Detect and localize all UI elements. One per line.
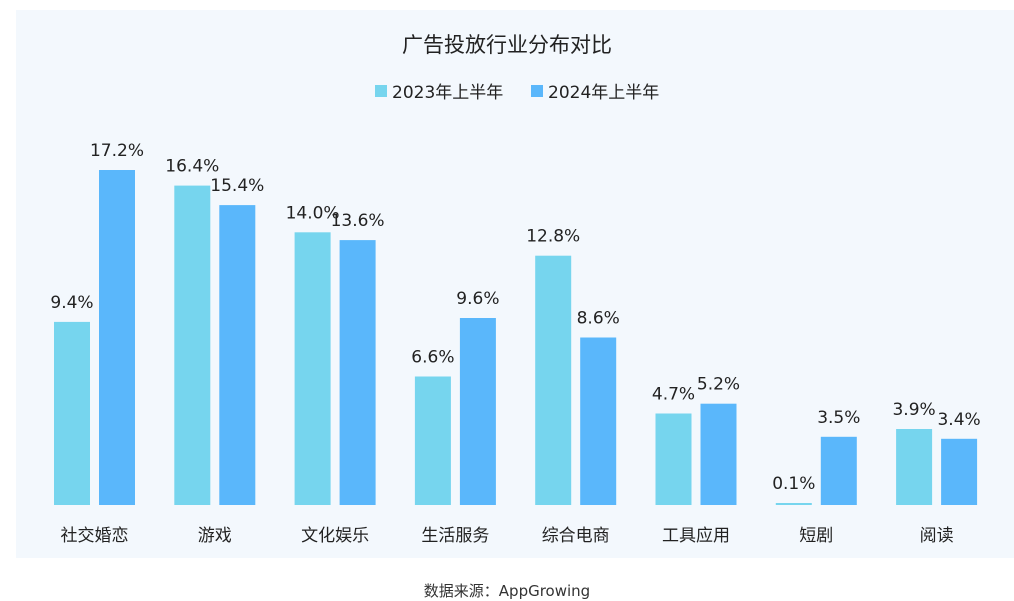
legend-swatch-2024 [531,85,543,97]
value-label-2023-2: 14.0% [286,203,340,223]
bar-2023-7 [896,429,933,505]
value-label-2023-4: 12.8% [526,227,580,247]
value-label-2024-1: 15.4% [210,176,264,196]
bar-2023-1 [174,185,211,505]
bar-2024-4 [580,337,617,505]
bar-2023-0 [54,321,90,505]
value-label-2024-7: 3.4% [937,410,980,430]
category-label-1: 游戏 [198,526,232,546]
bar-2024-6 [820,436,857,505]
category-label-7: 阅读 [920,526,954,546]
value-label-2023-1: 16.4% [165,157,219,177]
category-label-2: 文化娱乐 [301,526,369,546]
legend-label-2023: 2023年上半年 [392,83,503,103]
legend-label-2024: 2024年上半年 [548,83,659,103]
category-label-0: 社交婚恋 [61,525,129,546]
bar-2024-3 [459,318,496,505]
bar-2024-7 [941,438,978,505]
legend: 2023年上半年 2024年上半年 [375,83,659,103]
category-label-5: 工具应用 [662,526,730,546]
value-label-2024-6: 3.5% [817,408,860,428]
value-label-2023-5: 4.7% [652,385,695,405]
bar-2024-5 [700,403,737,505]
bar-2023-4 [535,255,572,505]
value-label-2023-6: 0.1% [772,474,815,494]
bar-2023-3 [414,376,451,505]
bar-2023-6 [775,503,812,505]
bars: 9.4% 17.2% 社交婚恋 16.4%15.4% 游戏 14.0%13.6% 文化娱乐 6… [50,141,980,546]
category-label-6: 短剧 [799,526,833,546]
category-label-4: 综合电商 [542,526,610,546]
bar-2024-1 [219,205,256,505]
bar-2024-2 [339,240,376,505]
value-label-2024-5: 5.2% [697,375,740,395]
bar-2024-0 [99,170,135,505]
legend-swatch-2023 [375,85,387,97]
value-label-2024-3: 9.6% [456,289,499,309]
value-label-2023-7: 3.9% [892,400,935,420]
bar-2023-5 [655,413,692,505]
chart-title: 广告投放行业分布对比 [402,33,612,57]
value-label-2024-0: 17.2% [90,141,144,161]
data-source: 数据来源：AppGrowing [423,582,591,600]
category-label-3: 生活服务 [421,526,489,546]
value-label-2023-3: 6.6% [411,348,454,368]
value-label-2023-0: 9.4% [50,293,93,313]
bar-2023-2 [294,232,331,506]
value-label-2024-2: 13.6% [331,211,385,231]
value-label-2024-4: 8.6% [577,309,620,329]
